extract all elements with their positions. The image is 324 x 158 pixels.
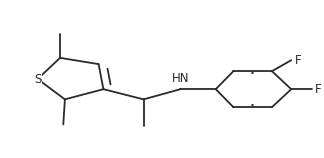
Text: F: F: [295, 54, 301, 67]
Text: S: S: [34, 73, 41, 85]
Text: F: F: [315, 83, 322, 96]
Text: HN: HN: [172, 72, 189, 85]
